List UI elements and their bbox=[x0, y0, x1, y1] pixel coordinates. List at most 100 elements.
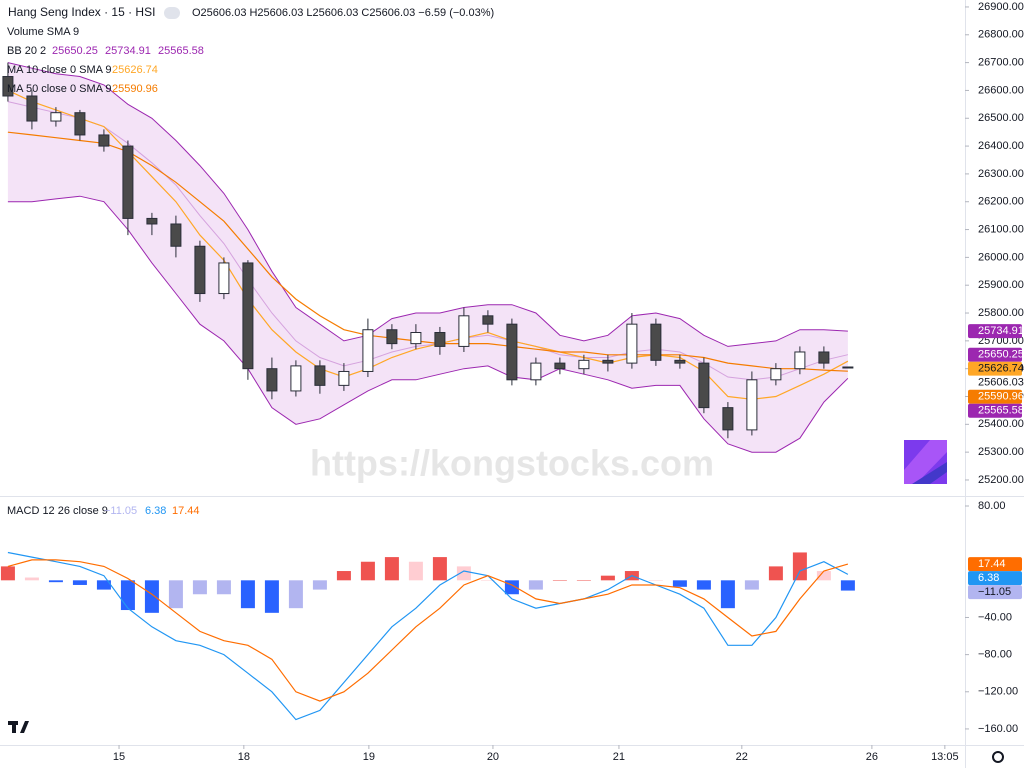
x-tick-label: 18 bbox=[238, 751, 250, 763]
price-tag: 25565.58 bbox=[978, 405, 1024, 417]
candle-body bbox=[74, 112, 86, 136]
volume-legend[interactable]: Volume SMA 9 bbox=[7, 26, 79, 38]
indicator-line bbox=[7, 62, 848, 347]
macd-histogram-bar bbox=[576, 580, 591, 581]
candle-body bbox=[2, 76, 14, 97]
candle-body bbox=[146, 217, 158, 225]
price-tag: 25606.03 bbox=[978, 377, 1024, 389]
macd-histogram-bar bbox=[456, 566, 471, 581]
macd-histogram-bar bbox=[408, 561, 423, 581]
candle-body bbox=[794, 351, 806, 370]
macd-line-value: 6.38 bbox=[145, 505, 166, 517]
bb-legend[interactable]: BB 20 2 bbox=[7, 45, 46, 57]
price-tag-bg bbox=[968, 375, 1022, 390]
x-tick-label: 15 bbox=[113, 751, 125, 763]
candle-body bbox=[242, 262, 254, 370]
indicator-line bbox=[7, 195, 849, 453]
y-tick-label: −160.00 bbox=[978, 723, 1018, 735]
x-tick-label: 21 bbox=[613, 751, 625, 763]
candle-body bbox=[338, 370, 350, 386]
y-tick-label: 26300.00 bbox=[978, 168, 1024, 180]
macd-histogram-bar bbox=[384, 557, 399, 581]
y-tick-label: −40.00 bbox=[978, 611, 1012, 623]
indicator-line bbox=[7, 131, 848, 372]
macd-hist-value: −11.05 bbox=[104, 505, 137, 517]
y-tick-label: 26800.00 bbox=[978, 29, 1024, 41]
price-tag-bg bbox=[968, 571, 1022, 586]
candle-body bbox=[722, 407, 734, 431]
macd-histogram-bar bbox=[648, 580, 663, 581]
macd-histogram-bar bbox=[192, 580, 207, 595]
macd-histogram-bar bbox=[816, 571, 831, 581]
tradingview-logo[interactable] bbox=[8, 721, 29, 733]
candle-body bbox=[266, 368, 278, 392]
y-tick-label: −120.00 bbox=[978, 686, 1018, 698]
price-tag: 25590.96 bbox=[978, 391, 1024, 403]
ma10-value: 25626.74 bbox=[112, 64, 158, 76]
macd-histogram-bar bbox=[288, 580, 303, 609]
macd-histogram-bar bbox=[336, 571, 351, 581]
y-tick-label: 25300.00 bbox=[978, 446, 1024, 458]
price-tag: 17.44 bbox=[978, 558, 1006, 570]
candle-body bbox=[674, 359, 686, 364]
candle-body bbox=[194, 245, 206, 295]
candle-body bbox=[362, 329, 374, 372]
indicator-line bbox=[7, 559, 849, 702]
macd-histogram-bar bbox=[120, 580, 135, 611]
bb-lower-value: 25565.58 bbox=[158, 45, 204, 57]
candle-body bbox=[698, 362, 710, 409]
macd-histogram-bar bbox=[240, 580, 255, 609]
candle-body bbox=[578, 359, 590, 370]
indicator-line bbox=[7, 551, 849, 721]
macd-histogram-bar bbox=[432, 557, 447, 581]
macd-histogram-bar bbox=[480, 580, 495, 581]
y-tick-label: 26600.00 bbox=[978, 84, 1024, 96]
candle-body bbox=[506, 323, 518, 381]
settings-gear[interactable] bbox=[992, 751, 1004, 763]
ma50-legend[interactable]: MA 50 close 0 SMA 9 bbox=[7, 83, 112, 95]
macd-histogram-bar bbox=[672, 580, 687, 587]
bb-basis-value: 25650.25 bbox=[52, 45, 98, 57]
y-tick-label: 26100.00 bbox=[978, 223, 1024, 235]
y-tick-label: 25400.00 bbox=[978, 418, 1024, 430]
y-tick-label: −80.00 bbox=[978, 649, 1012, 661]
candle-body bbox=[818, 351, 830, 364]
x-tick-label: 13:05 bbox=[931, 751, 959, 763]
macd-histogram-bar bbox=[216, 580, 231, 595]
macd-histogram-bar bbox=[744, 580, 759, 590]
price-tag: 6.38 bbox=[978, 572, 999, 584]
macd-histogram-bar bbox=[768, 566, 783, 581]
macd-histogram-bar bbox=[312, 580, 327, 590]
y-tick-label: 25800.00 bbox=[978, 307, 1024, 319]
macd-histogram-bar bbox=[552, 580, 567, 581]
candle-body bbox=[314, 365, 326, 386]
candle-body bbox=[122, 145, 134, 219]
candle-body bbox=[458, 315, 470, 347]
price-tag: 25650.25 bbox=[978, 349, 1024, 361]
ma10-legend[interactable]: MA 10 close 0 SMA 9 bbox=[7, 64, 112, 76]
x-tick-label: 20 bbox=[487, 751, 499, 763]
macd-histogram-bar bbox=[696, 580, 711, 590]
site-logo bbox=[904, 440, 947, 484]
macd-histogram-bar bbox=[0, 566, 15, 581]
y-tick-label: 25200.00 bbox=[978, 474, 1024, 486]
candle-body bbox=[746, 379, 758, 431]
macd-histogram-bar bbox=[96, 580, 111, 590]
macd-histogram-bar bbox=[528, 580, 543, 590]
candle-body bbox=[98, 134, 110, 147]
visibility-toggle[interactable] bbox=[164, 7, 180, 19]
candle-body bbox=[50, 112, 62, 122]
symbol-title[interactable]: Hang Seng Index · 15 · HSI bbox=[8, 5, 155, 19]
macd-legend[interactable]: MACD 12 26 close 9 bbox=[7, 505, 108, 517]
price-tag-bg bbox=[968, 324, 1022, 339]
price-tag-bg bbox=[968, 389, 1022, 404]
bb-upper-value: 25734.91 bbox=[105, 45, 151, 57]
macd-histogram-bar bbox=[168, 580, 183, 609]
y-tick-label: 26500.00 bbox=[978, 112, 1024, 124]
price-tag: 25626.74 bbox=[978, 363, 1024, 375]
y-tick-label: 26400.00 bbox=[978, 140, 1024, 152]
price-tag-bg bbox=[968, 557, 1022, 572]
x-tick-label: 19 bbox=[363, 751, 375, 763]
y-tick-label: 26000.00 bbox=[978, 251, 1024, 263]
candle-body bbox=[26, 95, 38, 122]
